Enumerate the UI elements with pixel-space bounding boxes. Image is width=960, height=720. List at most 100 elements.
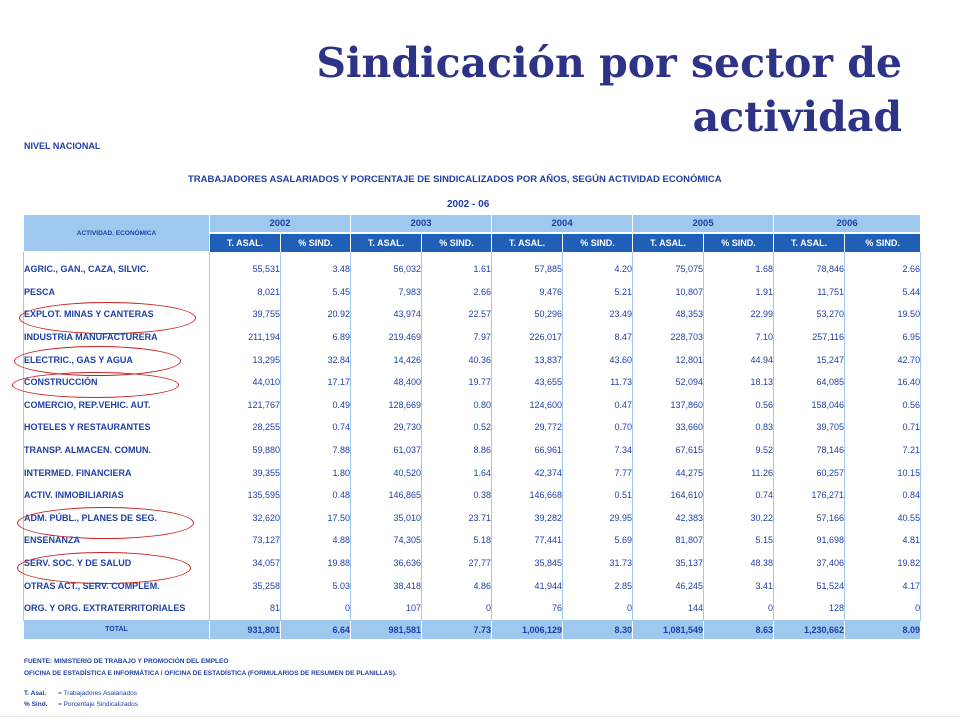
sindicalizados-pct-cell: 5.15 [703,529,775,552]
level-label: NIVEL NACIONAL [24,141,101,151]
asalariados-cell: 32,620 [209,506,281,530]
sindicalizados-pct-cell: 0.51 [562,483,634,507]
sindicalizados-pct-cell: 0.52 [421,416,493,439]
table-row: SERV. SOC. Y DE SALUD 34,057 19.88 36,636 27… [23,551,922,575]
sindicalizados-pct-cell: 6.95 [844,325,922,349]
activity-cell: ACTIV. INMOBILIARIAS [23,483,210,507]
asalariados-cell: 42,374 [491,461,564,484]
total-pct-cell: 7.73 [421,619,493,640]
asalariados-cell: 78,146 [773,438,846,462]
sindicalizados-pct-cell: 19.82 [844,551,922,575]
slide-title: Sindicación por sector de actividad [202,36,902,144]
sindicalizados-pct-cell: 0.74 [279,416,352,439]
sindicalizados-pct-cell: 1.61 [421,258,493,281]
total-asalariados-cell: 981,581 [350,619,423,640]
asalariados-cell: 40,520 [350,461,423,484]
asalariados-cell: 35,010 [350,506,423,530]
sindicalizados-pct-cell: 40.55 [844,506,922,530]
asalariados-cell: 59,880 [209,438,281,462]
sindicalizados-pct-cell: 32.84 [279,348,352,371]
asalariados-cell: 228,703 [632,325,705,349]
asalariados-cell: 29,772 [491,416,564,439]
sindicalizados-pct-cell: 0.56 [844,393,922,417]
total-asalariados-cell: 1,230,662 [773,619,846,640]
sub-header-t-asal: T. ASAL. [350,232,423,252]
total-pct-cell: 8.30 [562,619,634,640]
sindicalizados-pct-cell: 5.21 [562,280,634,304]
asalariados-cell: 64,085 [773,370,846,394]
sindicalizados-pct-cell: 8.86 [421,438,493,462]
total-asalariados-cell: 1,081,549 [632,619,705,640]
sindicalizados-pct-cell: 4.20 [562,258,634,281]
asalariados-cell: 60,257 [773,461,846,484]
activity-cell: COMERCIO, REP.VEHIC. AUT. [23,393,210,417]
table-body: AGRIC., GAN., CAZA, SILVIC. 55,531 3.48 56,… [23,251,922,640]
activity-cell: INTERMED. FINANCIERA [23,461,210,484]
sindicalizados-pct-cell: 10.15 [844,461,922,484]
table-spacer-cell [279,251,352,258]
asalariados-cell: 43,974 [350,303,423,326]
table-row: AGRIC., GAN., CAZA, SILVIC. 55,531 3.48 56,… [23,258,922,281]
sindicalizados-pct-cell: 5.03 [279,574,352,597]
sindicalizados-pct-cell: 30.22 [703,506,775,530]
total-asalariados-cell: 1,006,129 [491,619,564,640]
sindicalizados-pct-cell: 22.57 [421,303,493,326]
asalariados-cell: 39,755 [209,303,281,326]
sindicalizados-pct-cell: 19.77 [421,370,493,394]
asalariados-cell: 135,595 [209,483,281,507]
activity-cell: TRANSP. ALMACEN. COMUN. [23,438,210,462]
asalariados-cell: 57,166 [773,506,846,530]
asalariados-cell: 128 [773,596,846,621]
year-header: 2003 [350,214,493,234]
sindicalizados-pct-cell: 0 [279,596,352,621]
asalariados-cell: 46,245 [632,574,705,597]
asalariados-cell: 12,801 [632,348,705,371]
sindicalizados-pct-cell: 18.13 [703,370,775,394]
asalariados-cell: 35,137 [632,551,705,575]
activity-cell: EXPLOT. MINAS Y CANTERAS [23,303,210,326]
sindicalizados-pct-cell: 27.77 [421,551,493,575]
sindicalizados-pct-cell: 8.47 [562,325,634,349]
asalariados-cell: 50,296 [491,303,564,326]
asalariados-cell: 158,046 [773,393,846,417]
activity-cell: AGRIC., GAN., CAZA, SILVIC. [23,258,210,281]
asalariados-cell: 14,426 [350,348,423,371]
asalariados-cell: 39,705 [773,416,846,439]
table-row: ENSEÑANZA 73,127 4.88 74,305 5.18 77,441 5.69 8… [23,529,922,552]
asalariados-cell: 107 [350,596,423,621]
sindicalizados-pct-cell: 1.68 [703,258,775,281]
asalariados-cell: 37,406 [773,551,846,575]
sindicalizados-pct-cell: 7.97 [421,325,493,349]
asalariados-cell: 146,668 [491,483,564,507]
period-label: 2002 - 06 [447,199,490,210]
table-row: OTRAS ACT., SERV. COMPLEM. 35,258 5.03 38,4… [23,574,922,597]
asalariados-cell: 52,094 [632,370,705,394]
asalariados-cell: 81 [209,596,281,621]
sindicalizados-pct-cell: 11.26 [703,461,775,484]
asalariados-cell: 91,698 [773,529,846,552]
asalariados-cell: 137,860 [632,393,705,417]
sub-header-pct-sind: % SIND. [421,232,493,252]
table-spacer-cell [844,251,922,258]
sindicalizados-pct-cell: 0.47 [562,393,634,417]
asalariados-cell: 9,476 [491,280,564,304]
table-row: TRANSP. ALMACEN. COMUN. 59,880 7.88 61,037 8… [23,438,922,462]
legend-item: % Sind. = Porcentaje Sindicalizados [24,701,138,708]
source-line: FUENTE: MINISTERIO DE TRABAJO Y PROMOCIÓ… [24,658,229,665]
asalariados-cell: 51,524 [773,574,846,597]
asalariados-cell: 42,383 [632,506,705,530]
sindicalizados-pct-cell: 9.52 [703,438,775,462]
slide-title-line2: actividad [692,93,902,141]
asalariados-cell: 146,865 [350,483,423,507]
asalariados-cell: 28,255 [209,416,281,439]
asalariados-cell: 74,305 [350,529,423,552]
asalariados-cell: 73,127 [209,529,281,552]
sindicalizados-pct-cell: 0 [703,596,775,621]
sindicalizados-pct-cell: 0.83 [703,416,775,439]
legend-abbr: T. Asal. [24,690,47,697]
table-row: ADM. PÚBL., PLANES DE SEG. 32,620 17.50 35,… [23,506,922,530]
asalariados-cell: 13,837 [491,348,564,371]
sindicalizados-pct-cell: 17.50 [279,506,352,530]
table-spacer-cell [703,251,775,258]
data-table: ACTIVIDAD. ECONÓMICA 2002 2003 2004 2005… [23,214,922,640]
